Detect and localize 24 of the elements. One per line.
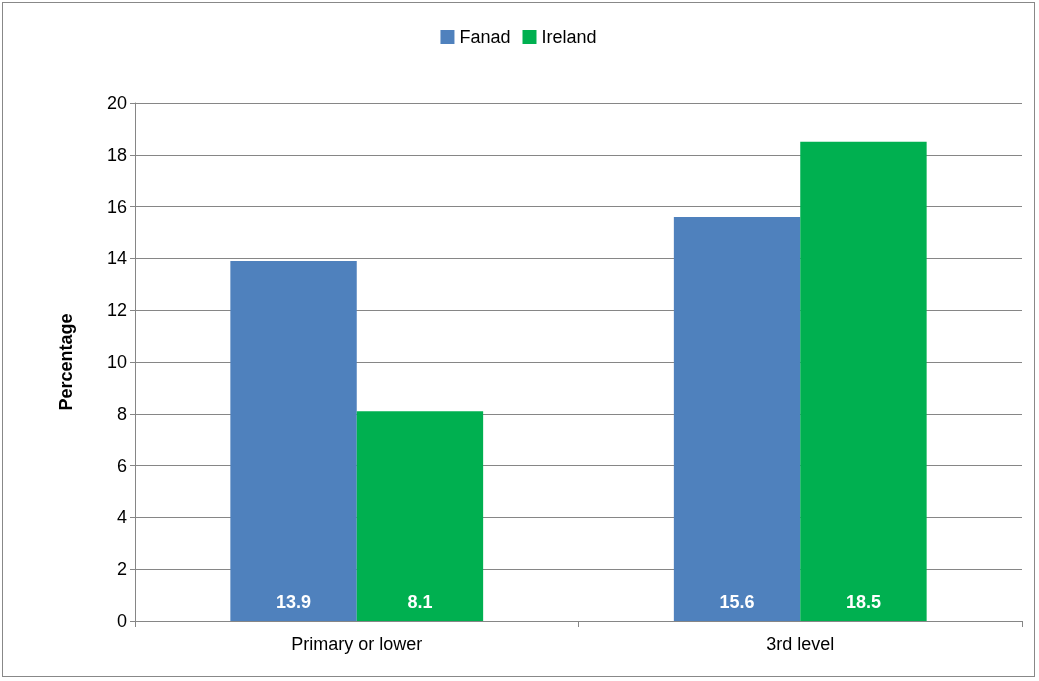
y-tick-label: 18 <box>106 144 127 165</box>
data-label: 8.1 <box>407 592 433 612</box>
y-tick-label: 14 <box>106 248 127 269</box>
y-tick-label: 10 <box>106 352 127 372</box>
y-axis-title: Percentage <box>56 313 76 411</box>
legend-label: Fanad <box>459 27 511 47</box>
y-tick-label: 20 <box>106 93 127 113</box>
y-tick-label: 8 <box>116 403 127 424</box>
bar <box>673 216 801 621</box>
y-tick-label: 2 <box>116 559 127 580</box>
y-tick-label: 12 <box>106 300 127 321</box>
data-label: 13.9 <box>276 592 312 612</box>
y-tick-label: 4 <box>116 507 127 528</box>
x-tick-label: Primary or lower <box>291 634 423 654</box>
legend-label: Ireland <box>541 27 597 47</box>
x-tick-label: 3rd level <box>766 634 835 654</box>
bar <box>356 411 484 621</box>
bar <box>800 141 927 621</box>
data-label: 15.6 <box>719 592 755 612</box>
data-label: 18.5 <box>845 592 881 612</box>
y-tick-label: 0 <box>116 611 127 631</box>
bar <box>230 260 357 621</box>
y-tick-label: 16 <box>106 196 127 217</box>
y-tick-label: 6 <box>116 455 127 476</box>
